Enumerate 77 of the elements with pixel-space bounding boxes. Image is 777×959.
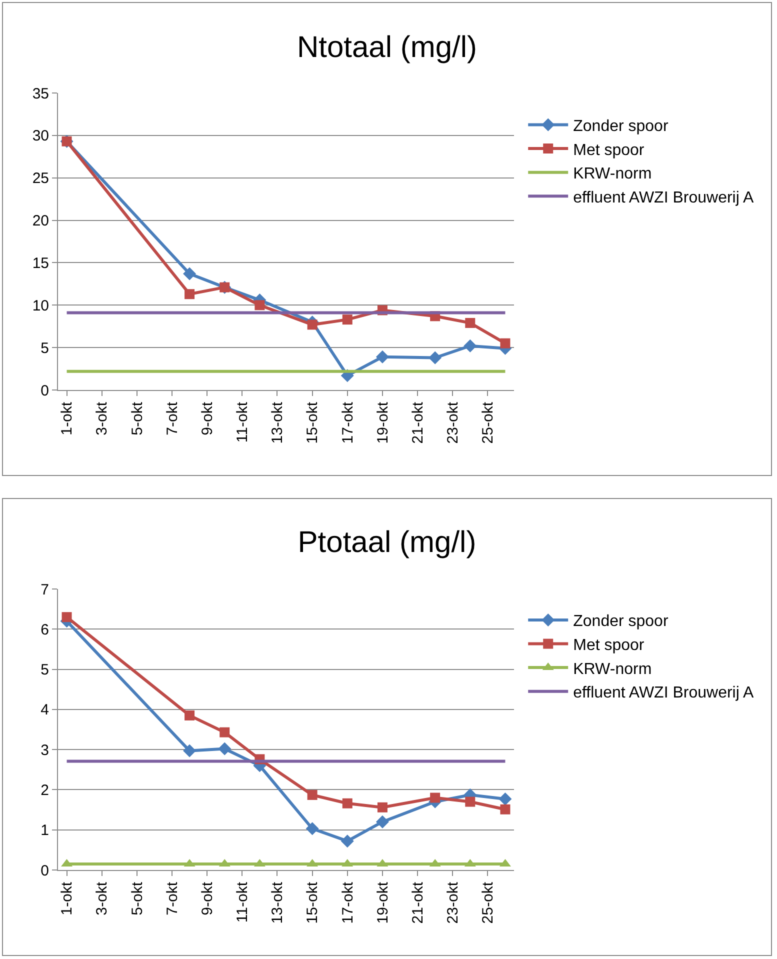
y-tick-label: 0 [40,862,49,880]
x-tick-label: 19-okt [374,401,392,444]
point [306,822,319,836]
legend-label: Zonder spoor [573,118,669,135]
point [498,792,512,806]
point [307,790,318,800]
y-tick-label: 20 [32,212,49,230]
point [183,744,196,758]
point [220,727,230,738]
chart-title: Ntotaal (mg/l) [296,31,478,64]
y-tick-label: 3 [40,742,49,759]
point [254,300,265,310]
y-tick-label: 4 [40,702,49,719]
x-tick-label: 13-okt [269,401,286,444]
x-tick-label: 21-okt [409,401,426,444]
y-tick-label: 15 [32,254,49,272]
point [500,338,510,348]
x-tick-label: 9-okt [198,401,216,436]
x-tick-label: 5-okt [128,401,146,436]
x-tick-label: 23-okt [444,881,462,924]
legend-label: effluent AWZI Brouwerij A [573,684,754,702]
x-tick-label: 13-okt [269,881,286,924]
point [377,802,388,812]
point [465,796,476,807]
x-tick-label: 9-okt [198,881,216,916]
legend-label: KRW-norm [573,166,652,183]
point [342,314,352,325]
x-tick-label: 1-okt [58,881,76,916]
legend-label: Met spoor [573,142,645,159]
point [376,815,389,828]
y-tick-label: 0 [40,382,49,400]
x-tick-label: 1-okt [58,401,76,436]
x-tick-label: 19-okt [374,881,392,924]
point [218,742,232,756]
x-tick-label: 17-okt [339,881,356,924]
x-tick-label: 21-okt [409,881,426,924]
x-tick-label: 11-okt [234,401,252,443]
x-tick-label: 7-okt [164,881,181,916]
point [184,289,195,300]
y-tick-label: 10 [32,297,49,314]
point [430,792,440,803]
y-tick-label: 30 [32,128,49,145]
x-tick-label: 17-okt [339,401,356,444]
x-tick-label: 23-okt [444,401,462,444]
point [184,710,195,720]
x-tick-label: 25-okt [480,881,497,924]
point [500,804,510,814]
y-tick-label: 5 [40,340,49,357]
point [307,320,318,330]
x-tick-label: 15-okt [304,881,322,924]
legend-label: Zonder spoor [573,613,669,630]
x-tick-label: 7-okt [164,401,181,436]
point [62,612,72,622]
point [465,318,476,328]
point [342,798,352,808]
point [464,339,477,352]
y-tick-label: 25 [32,170,49,188]
x-tick-label: 3-okt [94,881,111,916]
legend-label: Met spoor [573,636,645,654]
legend-label: effluent AWZI Brouwerij A [573,189,754,206]
y-tick-label: 1 [40,822,49,840]
x-tick-label: 3-okt [94,401,111,436]
y-tick-label: 7 [40,581,49,598]
legend-label: KRW-norm [573,660,652,678]
y-tick-label: 5 [40,662,49,679]
chart-title: Ptotaal (mg/l) [298,526,476,559]
x-tick-label: 11-okt [234,881,252,923]
point [376,350,389,364]
x-tick-label: 25-okt [480,401,497,444]
point [340,834,354,848]
y-tick-label: 6 [40,621,49,638]
y-tick-label: 35 [32,85,49,102]
point [428,351,442,364]
x-tick-label: 5-okt [128,881,146,916]
x-tick-label: 15-okt [304,401,322,444]
point [183,267,196,280]
y-tick-label: 2 [40,782,49,799]
